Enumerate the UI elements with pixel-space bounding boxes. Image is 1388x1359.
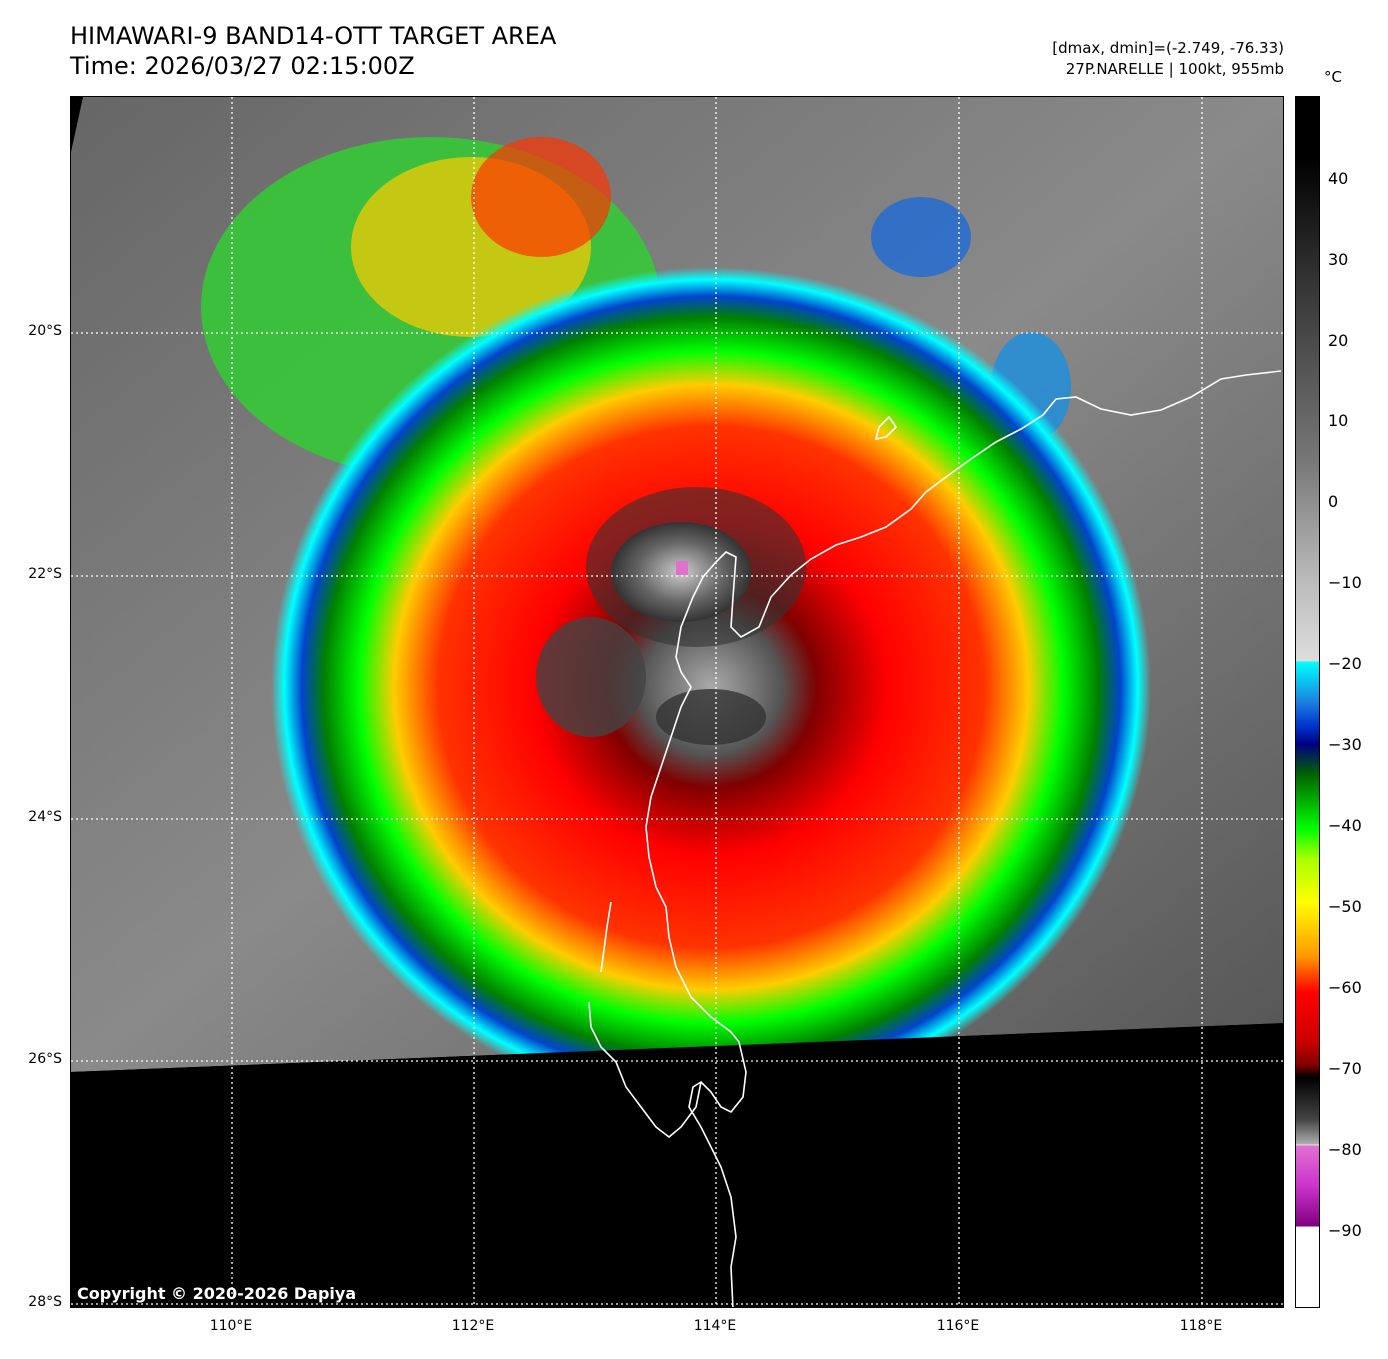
colorbar-tick: −40	[1328, 816, 1362, 835]
lat-label-24s: 24°S	[28, 809, 62, 825]
colorbar-tick: 30	[1328, 250, 1349, 269]
colorbar	[1295, 96, 1320, 1308]
colorbar-tick: 20	[1328, 331, 1349, 350]
colorbar-tick: −10	[1328, 573, 1362, 592]
satellite-map: Copyright © 2020-2026 Dapiya	[70, 96, 1284, 1308]
lon-label-116e: 116°E	[936, 1318, 980, 1334]
gridlines	[71, 97, 1283, 1307]
dmax-dmin-label: [dmax, dmin]=(-2.749, -76.33)	[1052, 39, 1284, 57]
lat-label-26s: 26°S	[28, 1051, 62, 1067]
blue-cloud-ne	[871, 197, 971, 277]
colorbar-tick: −80	[1328, 1140, 1362, 1159]
colorbar-tick: 10	[1328, 411, 1349, 430]
lon-label-110e: 110°E	[209, 1318, 253, 1334]
min-temp-spot	[676, 561, 688, 575]
colorbar-tick: −60	[1328, 978, 1362, 997]
dark-band-1	[536, 617, 646, 737]
storm-info-label: 27P.NARELLE | 100kt, 955mb	[1065, 60, 1284, 78]
chart-title: HIMAWARI-9 BAND14-OTT TARGET AREA	[70, 22, 557, 50]
colorbar-tick: −90	[1328, 1221, 1362, 1240]
colorbar-tick: 40	[1328, 169, 1349, 188]
dark-band-2	[656, 689, 766, 745]
colorbar-tick: −70	[1328, 1059, 1362, 1078]
lat-label-20s: 20°S	[28, 323, 62, 339]
colorbar-tick: −50	[1328, 897, 1362, 916]
colorbar-tick: −30	[1328, 735, 1362, 754]
coastline	[588, 370, 1282, 1307]
time-label: Time: 2026/03/27 02:15:00Z	[70, 52, 415, 80]
storm-cdo	[271, 267, 1151, 1107]
no-data-region	[71, 1023, 1283, 1307]
satellite-imagery	[71, 97, 1283, 1307]
colorbar-tick: 0	[1328, 492, 1339, 511]
lon-label-114e: 114°E	[693, 1318, 737, 1334]
colorbar-unit: °C	[1324, 68, 1342, 86]
colorbar-tick: −20	[1328, 654, 1362, 673]
lon-label-112e: 112°E	[451, 1318, 495, 1334]
lon-label-118e: 118°E	[1179, 1318, 1223, 1334]
lat-label-28s: 28°S	[28, 1294, 62, 1310]
outer-band-red	[471, 137, 611, 257]
copyright-label: Copyright © 2020-2026 Dapiya	[77, 1284, 357, 1303]
lat-label-22s: 22°S	[28, 566, 62, 582]
